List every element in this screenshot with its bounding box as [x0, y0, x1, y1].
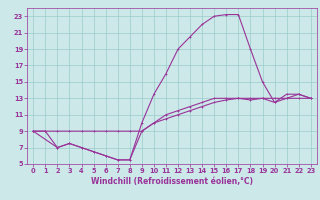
X-axis label: Windchill (Refroidissement éolien,°C): Windchill (Refroidissement éolien,°C)	[91, 177, 253, 186]
